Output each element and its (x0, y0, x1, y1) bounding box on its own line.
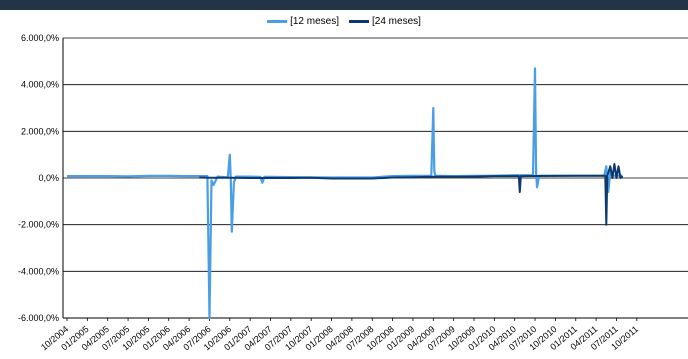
legend-item-24-meses: [24 meses] (349, 16, 421, 27)
legend-swatch-12-meses (267, 19, 288, 23)
chart-legend: [12 meses] [24 meses] (0, 13, 688, 29)
series-line-24-meses (199, 163, 624, 226)
y-tick-label: -6.000,0% (18, 313, 59, 323)
legend-label-24-meses: [24 meses] (372, 15, 421, 27)
y-tick-label: 6.000,0% (21, 33, 59, 43)
y-tick-label: -2.000,0% (18, 220, 59, 230)
y-tick-label: 4.000,0% (21, 80, 59, 90)
y-tick-label: 2.000,0% (21, 126, 59, 136)
y-tick-label: -4.000,0% (18, 266, 59, 276)
y-tick-label: 0,0% (38, 173, 59, 183)
legend-item-12-meses: [12 meses] (267, 16, 339, 27)
legend-swatch-24-meses (349, 19, 369, 23)
legend-label-12-meses: [12 meses] (290, 15, 339, 27)
series-line-12-meses (67, 67, 623, 320)
top-bar (0, 0, 688, 10)
